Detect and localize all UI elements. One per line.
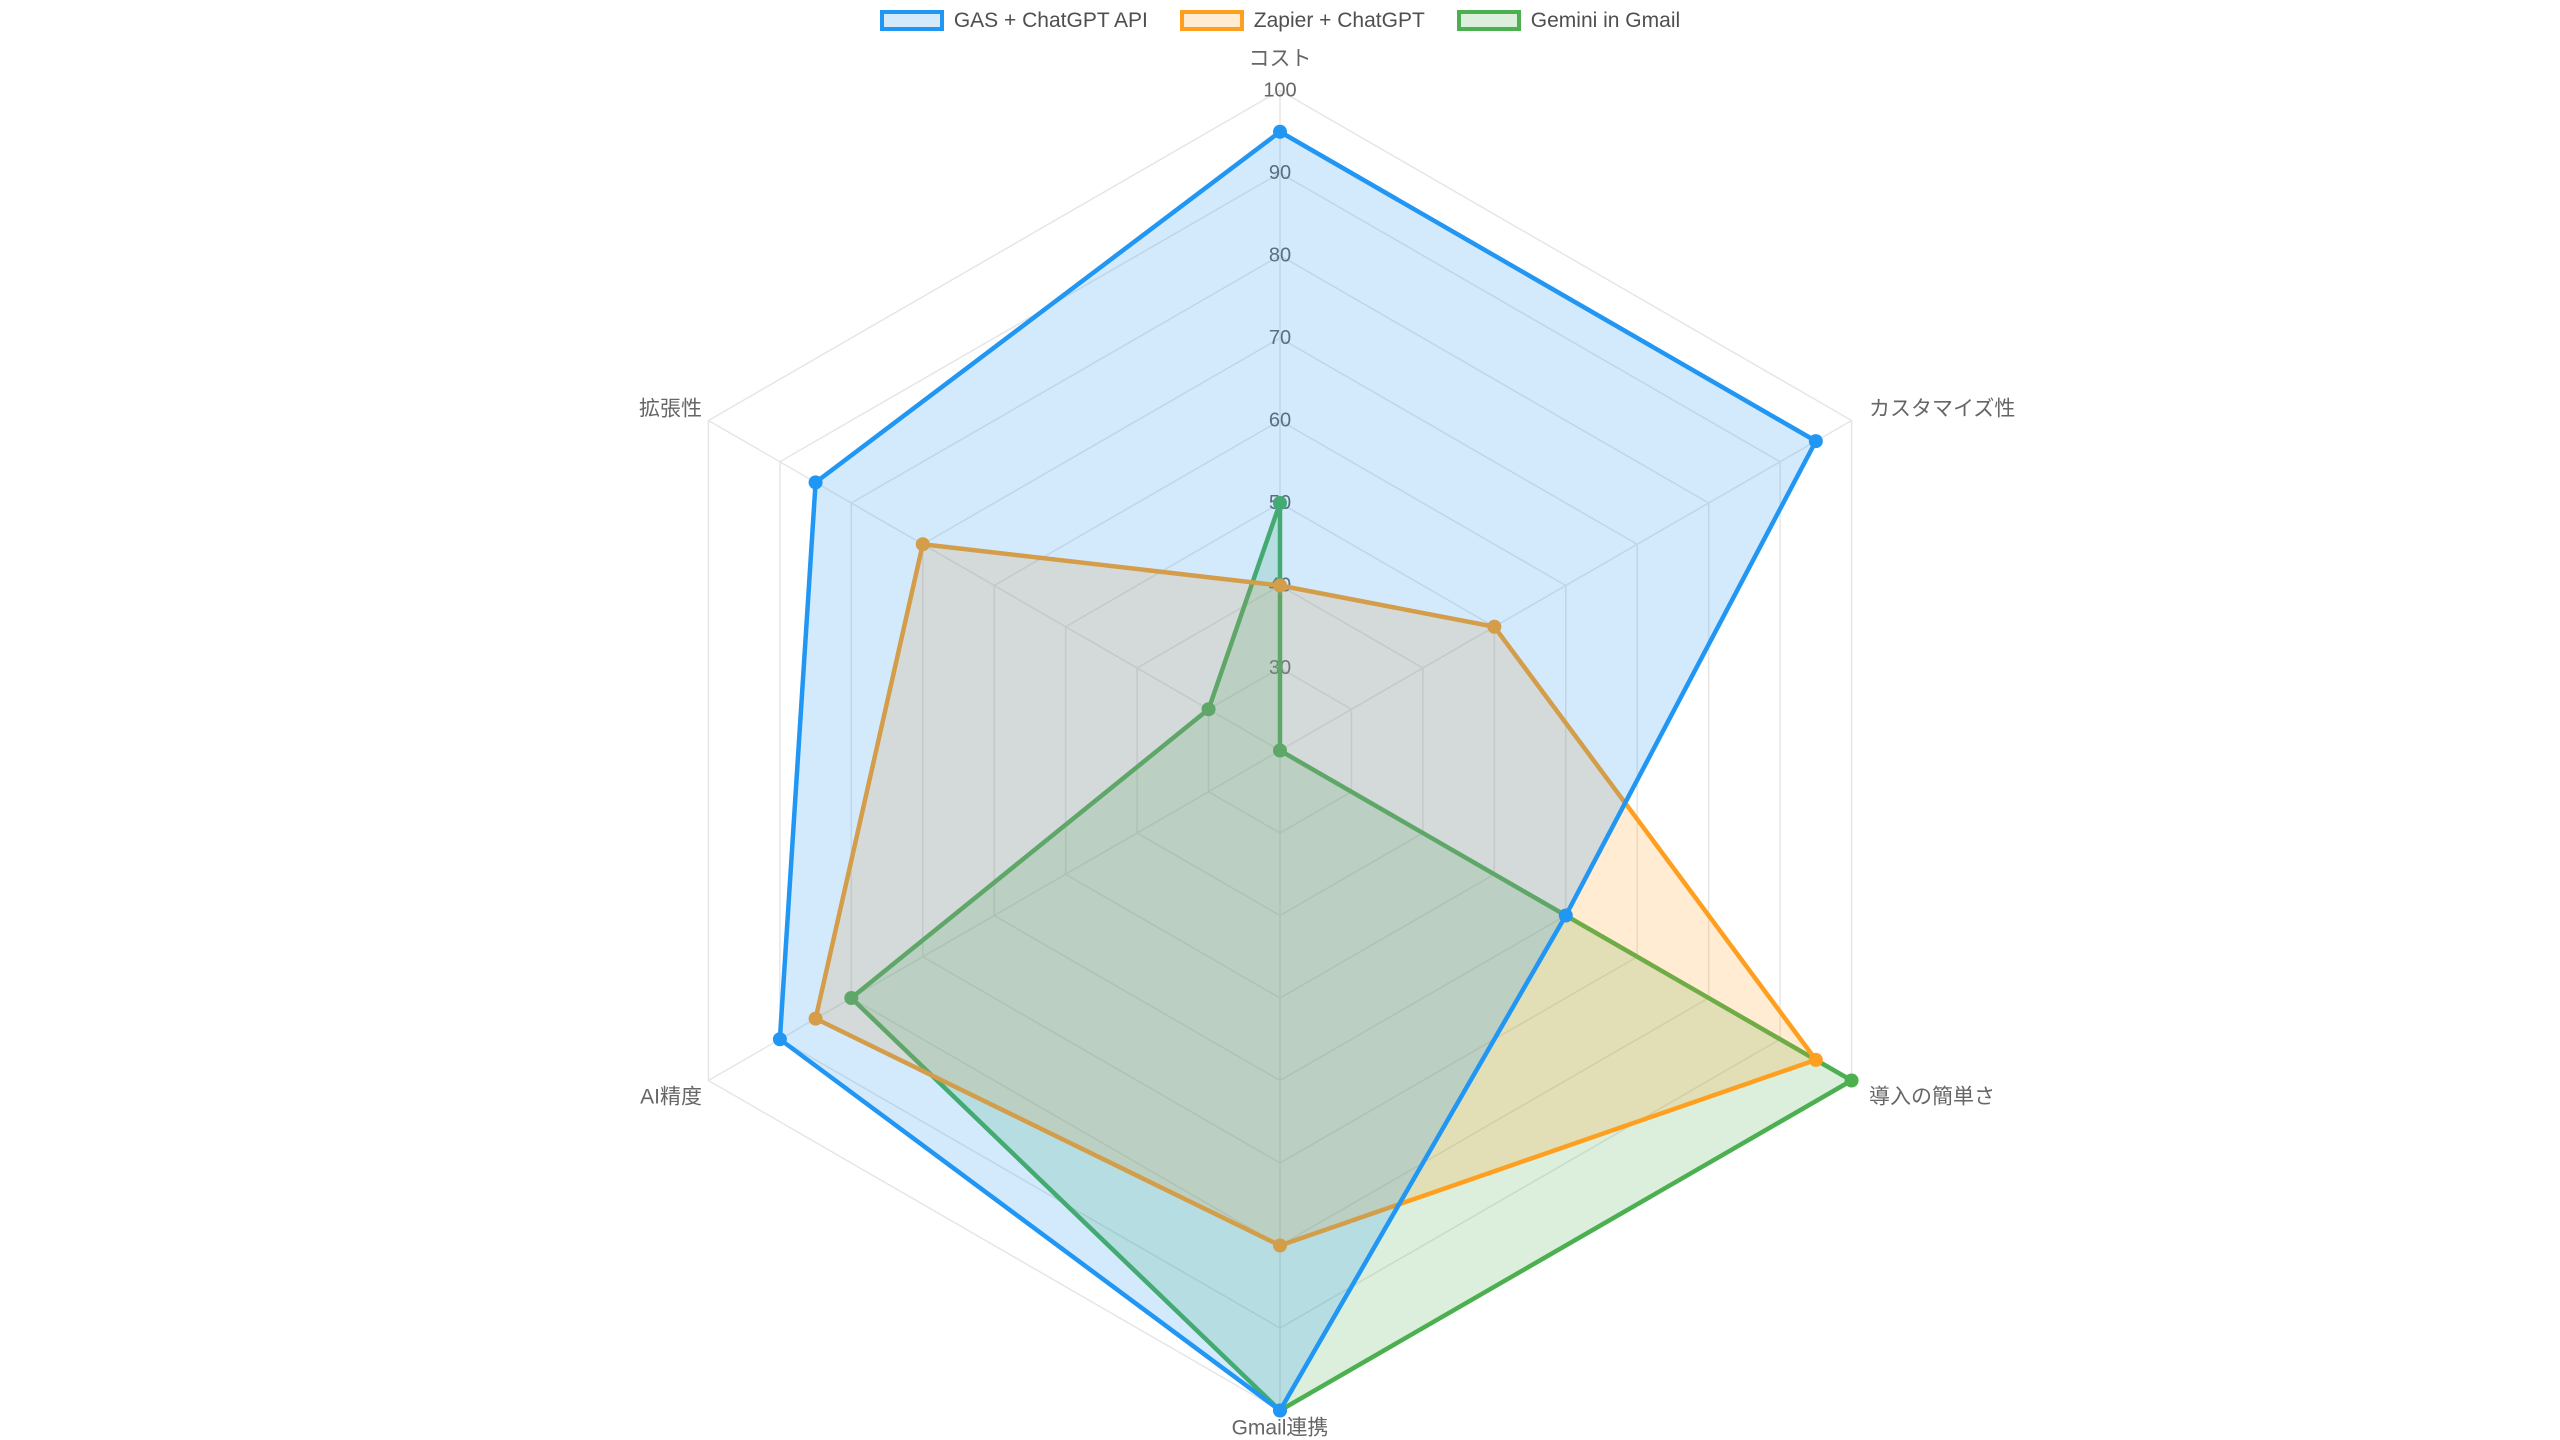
axis-label-3: Gmail連携 xyxy=(1232,1417,1329,1440)
legend-swatch-0 xyxy=(879,10,944,31)
data-point-s1-a3[interactable] xyxy=(1273,1238,1287,1253)
chart-legend: GAS + ChatGPT API Zapier + ChatGPT Gemini … xyxy=(0,10,2560,31)
tick-label: 90 xyxy=(1269,162,1291,184)
legend-label-0: GAS + ChatGPT API xyxy=(953,9,1148,32)
legend-swatch-1 xyxy=(1179,10,1244,31)
data-point-s2-a1[interactable] xyxy=(1273,743,1287,758)
data-point-s1-a5[interactable] xyxy=(915,537,930,552)
data-point-s2-a2[interactable] xyxy=(1844,1073,1859,1088)
axis-line xyxy=(1279,419,1852,752)
legend-label-1: Zapier + ChatGPT xyxy=(1253,9,1425,32)
data-point-s0-a3[interactable] xyxy=(1273,1403,1287,1418)
tick-label: 70 xyxy=(1269,327,1291,349)
tick-label: 60 xyxy=(1269,410,1291,432)
axis-label-1: カスタマイズ性 xyxy=(1869,398,2015,421)
data-point-s1-a0[interactable] xyxy=(1273,578,1287,593)
data-point-s2-a5[interactable] xyxy=(1201,702,1216,717)
data-point-s0-a5[interactable] xyxy=(808,475,823,490)
legend-swatch-2 xyxy=(1456,10,1521,31)
data-point-s0-a2[interactable] xyxy=(1558,908,1573,923)
tick-label: 100 xyxy=(1263,80,1296,102)
series-polygon-0 xyxy=(777,129,1819,1413)
axis-label-5: 拡張性 xyxy=(639,398,702,421)
tick-label: 80 xyxy=(1269,245,1291,267)
data-point-s2-a0[interactable] xyxy=(1273,496,1287,510)
data-point-s1-a4[interactable] xyxy=(808,1011,823,1026)
axis-label-2: 導入の簡単さ xyxy=(1869,1086,1995,1109)
axis-label-4: AI精度 xyxy=(640,1086,702,1109)
axis-label-0: コスト xyxy=(1249,48,1312,71)
data-point-s2-a4[interactable] xyxy=(844,991,859,1005)
series-0 xyxy=(772,124,1823,1418)
data-point-s0-a4[interactable] xyxy=(772,1032,787,1047)
data-point-s1-a1[interactable] xyxy=(1487,619,1502,634)
legend-item-2[interactable]: Gemini in Gmail xyxy=(1456,9,1681,32)
data-point-s0-a1[interactable] xyxy=(1808,434,1823,449)
axis-line xyxy=(708,419,1281,752)
series-1 xyxy=(808,537,1823,1253)
legend-label-2: Gemini in Gmail xyxy=(1530,9,1681,32)
data-point-s1-a2[interactable] xyxy=(1808,1052,1823,1067)
axis-line xyxy=(708,749,1281,1082)
legend-item-0[interactable]: GAS + ChatGPT API xyxy=(879,9,1148,32)
data-point-s0-a0[interactable] xyxy=(1273,124,1287,139)
legend-item-1[interactable]: Zapier + ChatGPT xyxy=(1179,9,1425,32)
